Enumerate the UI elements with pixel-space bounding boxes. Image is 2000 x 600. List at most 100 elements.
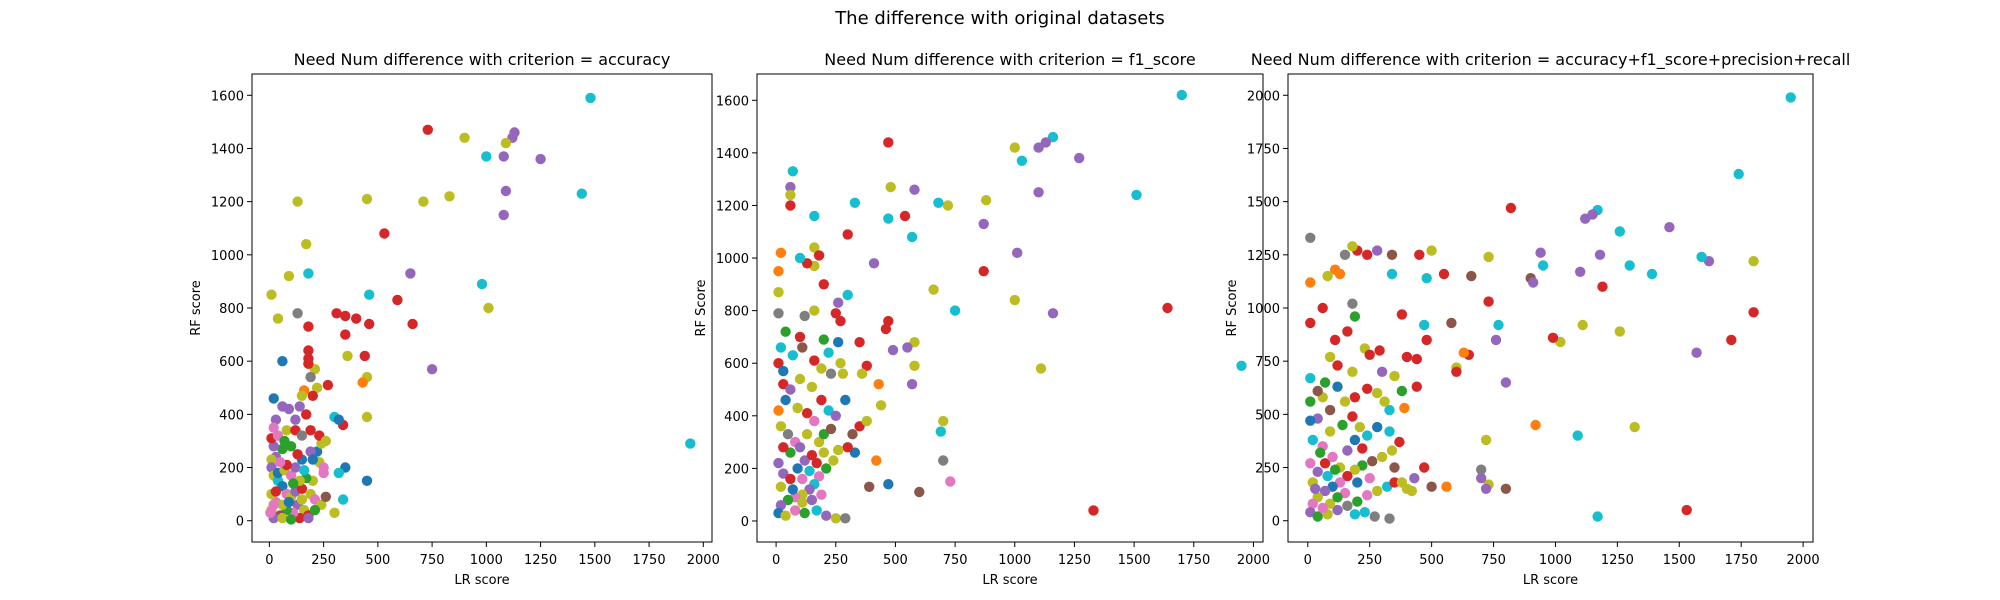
data-point (418, 196, 429, 207)
data-point (773, 287, 784, 298)
data-point (875, 400, 887, 411)
data-point (1785, 92, 1796, 103)
data-point (1401, 351, 1413, 363)
data-point (906, 379, 918, 390)
data-point (296, 483, 308, 494)
data-point (885, 181, 896, 193)
data-point (1342, 445, 1353, 456)
x-tick-label: 1250 (1601, 553, 1634, 568)
y-tick-label: 0 (741, 515, 749, 530)
data-point (837, 368, 849, 379)
y-tick-label: 200 (724, 462, 749, 477)
x-tick-label: 750 (420, 553, 445, 568)
x-axis-label: LR score (1523, 573, 1578, 588)
data-point (778, 442, 789, 453)
data-point (476, 278, 488, 290)
data-point (685, 438, 696, 449)
chart-title: Need Num difference with criterion = f1_… (824, 50, 1195, 70)
data-point (842, 289, 853, 301)
x-tick-label: 2000 (1787, 553, 1820, 568)
data-point (1357, 443, 1368, 454)
data-point (833, 444, 844, 456)
x-tick-label: 0 (1304, 553, 1312, 568)
data-point (811, 505, 822, 516)
data-point (585, 92, 596, 104)
data-point (782, 429, 794, 440)
data-point (1580, 213, 1591, 224)
data-point (1337, 419, 1348, 431)
data-point (1305, 277, 1316, 288)
data-point (806, 450, 818, 461)
data-point (329, 507, 340, 518)
data-point (842, 229, 853, 240)
data-point (285, 514, 297, 525)
data-point (1305, 317, 1316, 329)
data-point (902, 342, 913, 353)
data-point (849, 447, 861, 458)
y-tick-label: 2000 (1247, 89, 1280, 104)
data-point (459, 132, 470, 143)
data-point (1332, 492, 1343, 503)
data-point (887, 344, 899, 356)
data-point (1748, 256, 1759, 267)
x-tick-label: 1750 (633, 553, 666, 568)
data-point (823, 405, 834, 416)
data-point (301, 239, 312, 250)
y-tick-label: 1000 (716, 252, 749, 267)
data-point (1384, 404, 1395, 416)
data-point (1466, 270, 1477, 282)
data-point (1329, 264, 1341, 275)
data-point (1389, 462, 1400, 473)
x-axis-label: LR score (454, 573, 509, 588)
data-point (422, 124, 433, 135)
data-point (1074, 152, 1085, 164)
data-point (1384, 426, 1395, 437)
x-tick-label: 1500 (1118, 553, 1151, 568)
data-point (305, 425, 316, 436)
data-point (361, 411, 373, 423)
data-point (305, 446, 316, 457)
data-point (1312, 466, 1323, 477)
data-point (277, 512, 288, 524)
x-tick-label: 250 (311, 553, 336, 568)
data-point (1451, 366, 1462, 377)
data-point (364, 289, 375, 300)
data-point (292, 308, 303, 319)
data-point (1419, 462, 1430, 473)
scatter-panel-1: 0 250 500 750 1000 1250 1500 1750 2000 0 200 400 600… (189, 50, 720, 588)
scatter-panel-2: 0 250 500 750 1000 1250 1500 1750 2000 0 200 400 600… (694, 50, 1270, 588)
data-point (311, 382, 323, 393)
data-point (1426, 481, 1437, 492)
data-point (785, 189, 796, 201)
data-point (1446, 317, 1457, 329)
data-point (285, 470, 297, 481)
data-point (1411, 353, 1423, 365)
data-point (1419, 319, 1430, 331)
data-point (1389, 477, 1400, 488)
data-point (813, 250, 825, 261)
y-tick-label: 1600 (716, 94, 749, 109)
y-tick-label: 1000 (211, 249, 244, 264)
data-point (880, 323, 892, 335)
data-point (830, 308, 841, 319)
data-point (856, 368, 868, 379)
data-point (828, 455, 839, 466)
data-point (1324, 351, 1336, 363)
y-tick-label: 0 (1272, 515, 1280, 530)
data-points (1305, 92, 1796, 524)
data-point (340, 310, 351, 322)
figure-suptitle: The difference with original datasets (835, 8, 1165, 29)
data-point (331, 308, 342, 319)
data-point (816, 363, 827, 374)
data-point (292, 196, 303, 207)
data-point (307, 454, 318, 465)
data-point (268, 499, 279, 510)
data-point (1329, 334, 1341, 346)
data-point (1342, 326, 1353, 337)
data-point (1384, 513, 1395, 524)
data-point (392, 294, 403, 306)
data-point (1547, 332, 1559, 343)
data-point (318, 467, 329, 479)
data-point (1372, 485, 1383, 497)
data-point (1414, 249, 1425, 260)
